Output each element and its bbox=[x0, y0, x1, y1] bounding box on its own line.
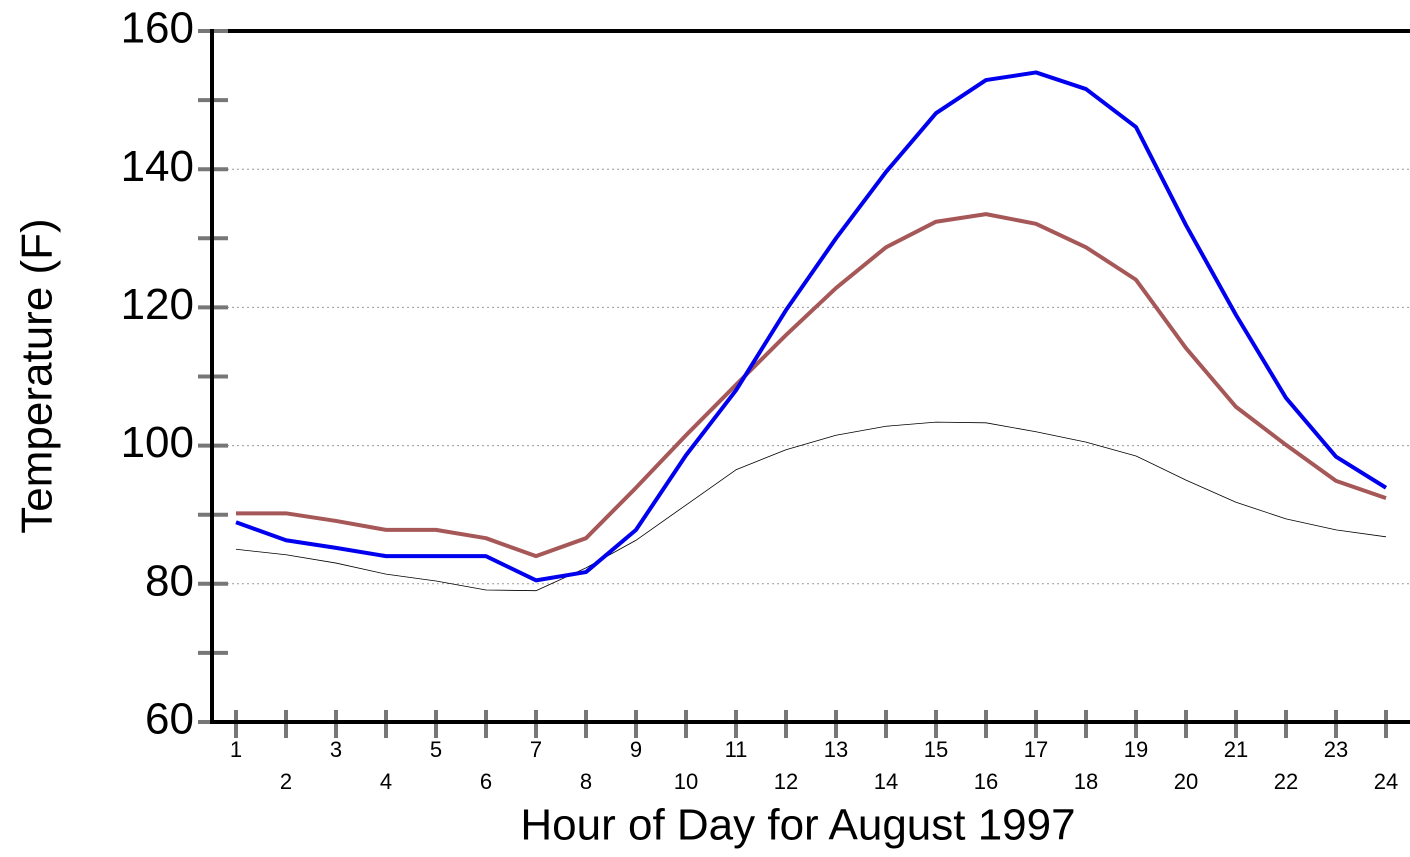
x-tick-label: 23 bbox=[1324, 737, 1348, 762]
x-tick-label: 11 bbox=[725, 737, 748, 762]
x-tick-label: 7 bbox=[530, 737, 542, 762]
x-tick-label: 17 bbox=[1024, 737, 1048, 762]
x-tick-label: 24 bbox=[1374, 769, 1398, 794]
x-tick-label: 6 bbox=[480, 769, 492, 794]
x-tick-label: 21 bbox=[1224, 737, 1248, 762]
y-tick-label: 120 bbox=[121, 280, 194, 329]
y-tick-label: 80 bbox=[145, 556, 194, 605]
x-tick-label: 8 bbox=[580, 769, 592, 794]
y-tick-label: 160 bbox=[121, 4, 194, 53]
x-tick-label: 22 bbox=[1274, 769, 1298, 794]
x-tick-label: 13 bbox=[824, 737, 848, 762]
series-line bbox=[235, 421, 1387, 592]
x-tick-label: 15 bbox=[924, 737, 948, 762]
x-tick-label: 5 bbox=[430, 737, 442, 762]
x-tick-label: 14 bbox=[874, 769, 898, 794]
y-axis-title: Temperature (F) bbox=[13, 218, 62, 533]
series-line bbox=[236, 212, 1387, 559]
y-tick-label: 140 bbox=[121, 142, 194, 191]
x-tick-label: 16 bbox=[974, 769, 998, 794]
x-tick-label: 3 bbox=[330, 737, 342, 762]
x-tick-label: 10 bbox=[674, 769, 698, 794]
series-line bbox=[235, 70, 1388, 583]
x-tick-label: 20 bbox=[1174, 769, 1198, 794]
y-tick-label: 60 bbox=[145, 695, 194, 744]
x-tick-label: 18 bbox=[1074, 769, 1098, 794]
x-tick-label: 4 bbox=[380, 769, 392, 794]
x-tick-label: 12 bbox=[774, 769, 798, 794]
x-tick-label: 19 bbox=[1124, 737, 1148, 762]
x-tick-label: 9 bbox=[630, 737, 642, 762]
x-tick-label: 2 bbox=[280, 769, 292, 794]
x-axis-title: Hour of Day for August 1997 bbox=[520, 801, 1075, 850]
x-tick-label: 1 bbox=[230, 737, 242, 762]
y-tick-label: 100 bbox=[121, 418, 194, 467]
